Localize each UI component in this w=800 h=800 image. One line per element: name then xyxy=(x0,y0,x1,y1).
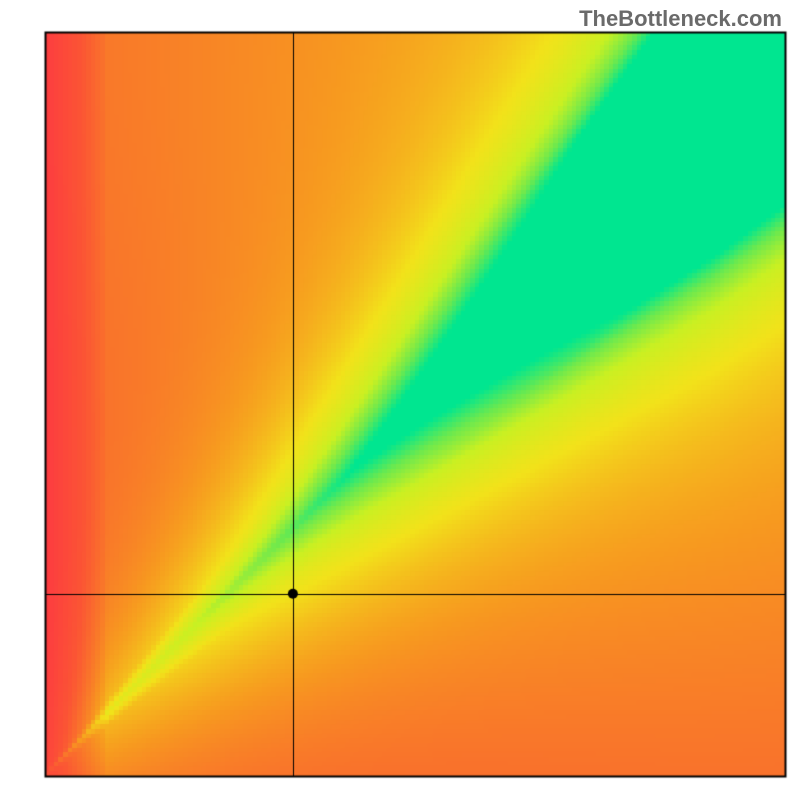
heatmap-canvas xyxy=(0,0,800,800)
watermark-text: TheBottleneck.com xyxy=(579,6,782,32)
chart-container: TheBottleneck.com xyxy=(0,0,800,800)
